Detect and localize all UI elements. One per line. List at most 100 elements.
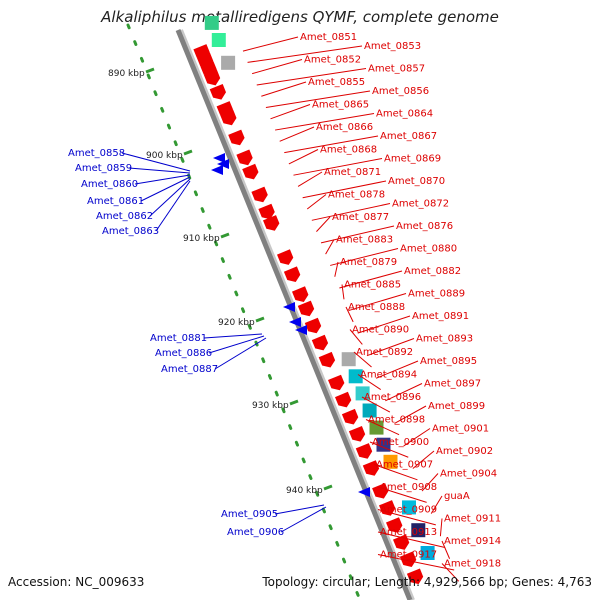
forward-gene-label-0: Amet_0851 bbox=[300, 32, 357, 43]
forward-gene-label-32: Amet_0896 bbox=[364, 392, 421, 403]
forward-gene-label-9: Amet_0867 bbox=[380, 131, 437, 142]
forward-leader-line bbox=[439, 518, 443, 537]
forward-gene-arrow bbox=[297, 300, 315, 317]
forward-gene-arrow bbox=[228, 129, 245, 146]
reverse-leader-line bbox=[128, 167, 191, 174]
forward-leader-line bbox=[261, 81, 307, 97]
tick-mark bbox=[289, 399, 299, 406]
forward-leader-line bbox=[279, 126, 315, 142]
feature-block bbox=[221, 55, 236, 70]
forward-gene-label-14: Amet_0878 bbox=[328, 190, 385, 201]
reverse-leader-line bbox=[121, 152, 191, 172]
forward-gene-label-11: Amet_0869 bbox=[384, 154, 441, 165]
forward-leader-line bbox=[345, 306, 354, 323]
forward-leader-line bbox=[348, 293, 407, 312]
reverse-gene-label-6: Amet_0881 bbox=[150, 333, 207, 344]
forward-leader-line bbox=[394, 405, 427, 424]
forward-leader-line bbox=[256, 68, 367, 86]
tick-mark bbox=[220, 232, 230, 239]
backbone-shadow bbox=[179, 29, 415, 600]
forward-gene-arrow bbox=[258, 203, 275, 220]
forward-gene-label-36: Amet_0900 bbox=[372, 437, 429, 448]
forward-gene-label-1: Amet_0853 bbox=[364, 41, 421, 52]
reverse-leader-line bbox=[280, 506, 327, 533]
reverse-gene-label-1: Amet_0859 bbox=[75, 163, 132, 174]
reverse-gene-label-9: Amet_0905 bbox=[221, 509, 278, 520]
forward-gene-arrow bbox=[263, 215, 280, 231]
forward-gene-label-19: Amet_0880 bbox=[400, 244, 457, 255]
forward-gene-arrow bbox=[318, 351, 336, 368]
forward-gene-label-24: Amet_0888 bbox=[348, 302, 405, 313]
reverse-gene-label-10: Amet_0906 bbox=[227, 527, 284, 538]
feature-block bbox=[383, 454, 398, 469]
forward-gene-label-21: Amet_0882 bbox=[404, 266, 461, 277]
reverse-gene-label-7: Amet_0886 bbox=[155, 348, 212, 359]
forward-gene-label-44: Amet_0913 bbox=[380, 527, 437, 538]
forward-gene-arrow bbox=[209, 84, 226, 100]
forward-leader-line bbox=[385, 383, 423, 402]
reverse-leader-line bbox=[274, 504, 325, 515]
forward-gene-arrow bbox=[283, 266, 301, 282]
reverse-gene-label-4: Amet_0862 bbox=[96, 211, 153, 222]
genome-summary-text: Topology: circular; Length: 4,929,566 bp… bbox=[262, 575, 592, 589]
reverse-leader-line bbox=[214, 337, 267, 370]
forward-gene-arrow bbox=[203, 69, 221, 86]
forward-gene-label-7: Amet_0864 bbox=[376, 109, 433, 120]
forward-gene-label-12: Amet_0871 bbox=[324, 167, 381, 178]
forward-gene-label-22: Amet_0885 bbox=[344, 280, 401, 291]
forward-leader-line bbox=[441, 563, 460, 582]
reverse-gene-arrow bbox=[283, 302, 295, 312]
forward-leader-line bbox=[377, 554, 455, 571]
tick-label-910: 910 kbp bbox=[183, 234, 220, 244]
forward-gene-arrow bbox=[277, 249, 294, 265]
forward-gene-arrow bbox=[292, 286, 309, 302]
forward-gene-label-8: Amet_0866 bbox=[316, 122, 373, 133]
forward-gene-arrow bbox=[220, 109, 237, 126]
forward-leader-line bbox=[275, 113, 375, 131]
forward-gene-label-18: Amet_0883 bbox=[336, 235, 393, 246]
reverse-gene-arrow bbox=[211, 165, 223, 175]
feature-block bbox=[402, 500, 416, 515]
forward-leader-line bbox=[293, 158, 383, 176]
forward-gene-label-46: Amet_0917 bbox=[380, 550, 437, 561]
feature-block bbox=[355, 386, 370, 401]
forward-leader-line bbox=[284, 135, 379, 154]
forward-leader-line bbox=[252, 59, 303, 75]
forward-leader-line bbox=[270, 104, 311, 120]
feature-block bbox=[362, 403, 377, 418]
forward-leader-line bbox=[353, 351, 372, 368]
forward-gene-label-42: Amet_0909 bbox=[380, 505, 437, 516]
forward-leader-line bbox=[365, 419, 400, 436]
forward-gene-arrow bbox=[311, 334, 329, 351]
forward-leader-line bbox=[357, 315, 411, 334]
tick-label-940: 940 kbp bbox=[286, 486, 323, 496]
forward-gene-arrow bbox=[362, 460, 380, 476]
forward-gene-label-28: Amet_0892 bbox=[356, 347, 413, 358]
forward-leader-line bbox=[306, 194, 327, 210]
forward-leader-line bbox=[341, 284, 345, 300]
forward-leader-line bbox=[265, 90, 371, 109]
forward-gene-label-43: Amet_0911 bbox=[444, 514, 501, 525]
forward-leader-line bbox=[430, 495, 443, 514]
tick-label-930: 930 kbp bbox=[252, 401, 289, 411]
forward-gene-label-17: Amet_0876 bbox=[396, 221, 453, 232]
reverse-leader-line bbox=[203, 333, 263, 339]
reverse-gene-label-0: Amet_0858 bbox=[68, 148, 125, 159]
forward-leader-line bbox=[441, 540, 451, 559]
forward-gene-arrow bbox=[236, 149, 253, 166]
forward-gene-label-47: Amet_0918 bbox=[444, 559, 501, 570]
forward-gene-arrow bbox=[386, 517, 403, 533]
feature-block bbox=[411, 523, 426, 538]
forward-leader-line bbox=[242, 36, 299, 52]
reverse-gene-label-8: Amet_0887 bbox=[161, 364, 218, 375]
forward-leader-line bbox=[325, 239, 335, 255]
forward-gene-label-38: Amet_0907 bbox=[376, 460, 433, 471]
tick-mark bbox=[145, 67, 155, 74]
feature-block bbox=[420, 546, 435, 560]
forward-gene-label-39: Amet_0904 bbox=[440, 469, 497, 480]
forward-leader-line bbox=[297, 171, 323, 187]
forward-gene-label-33: Amet_0899 bbox=[428, 401, 485, 412]
forward-gene-label-23: Amet_0889 bbox=[408, 289, 465, 300]
forward-leader-line bbox=[421, 473, 439, 492]
